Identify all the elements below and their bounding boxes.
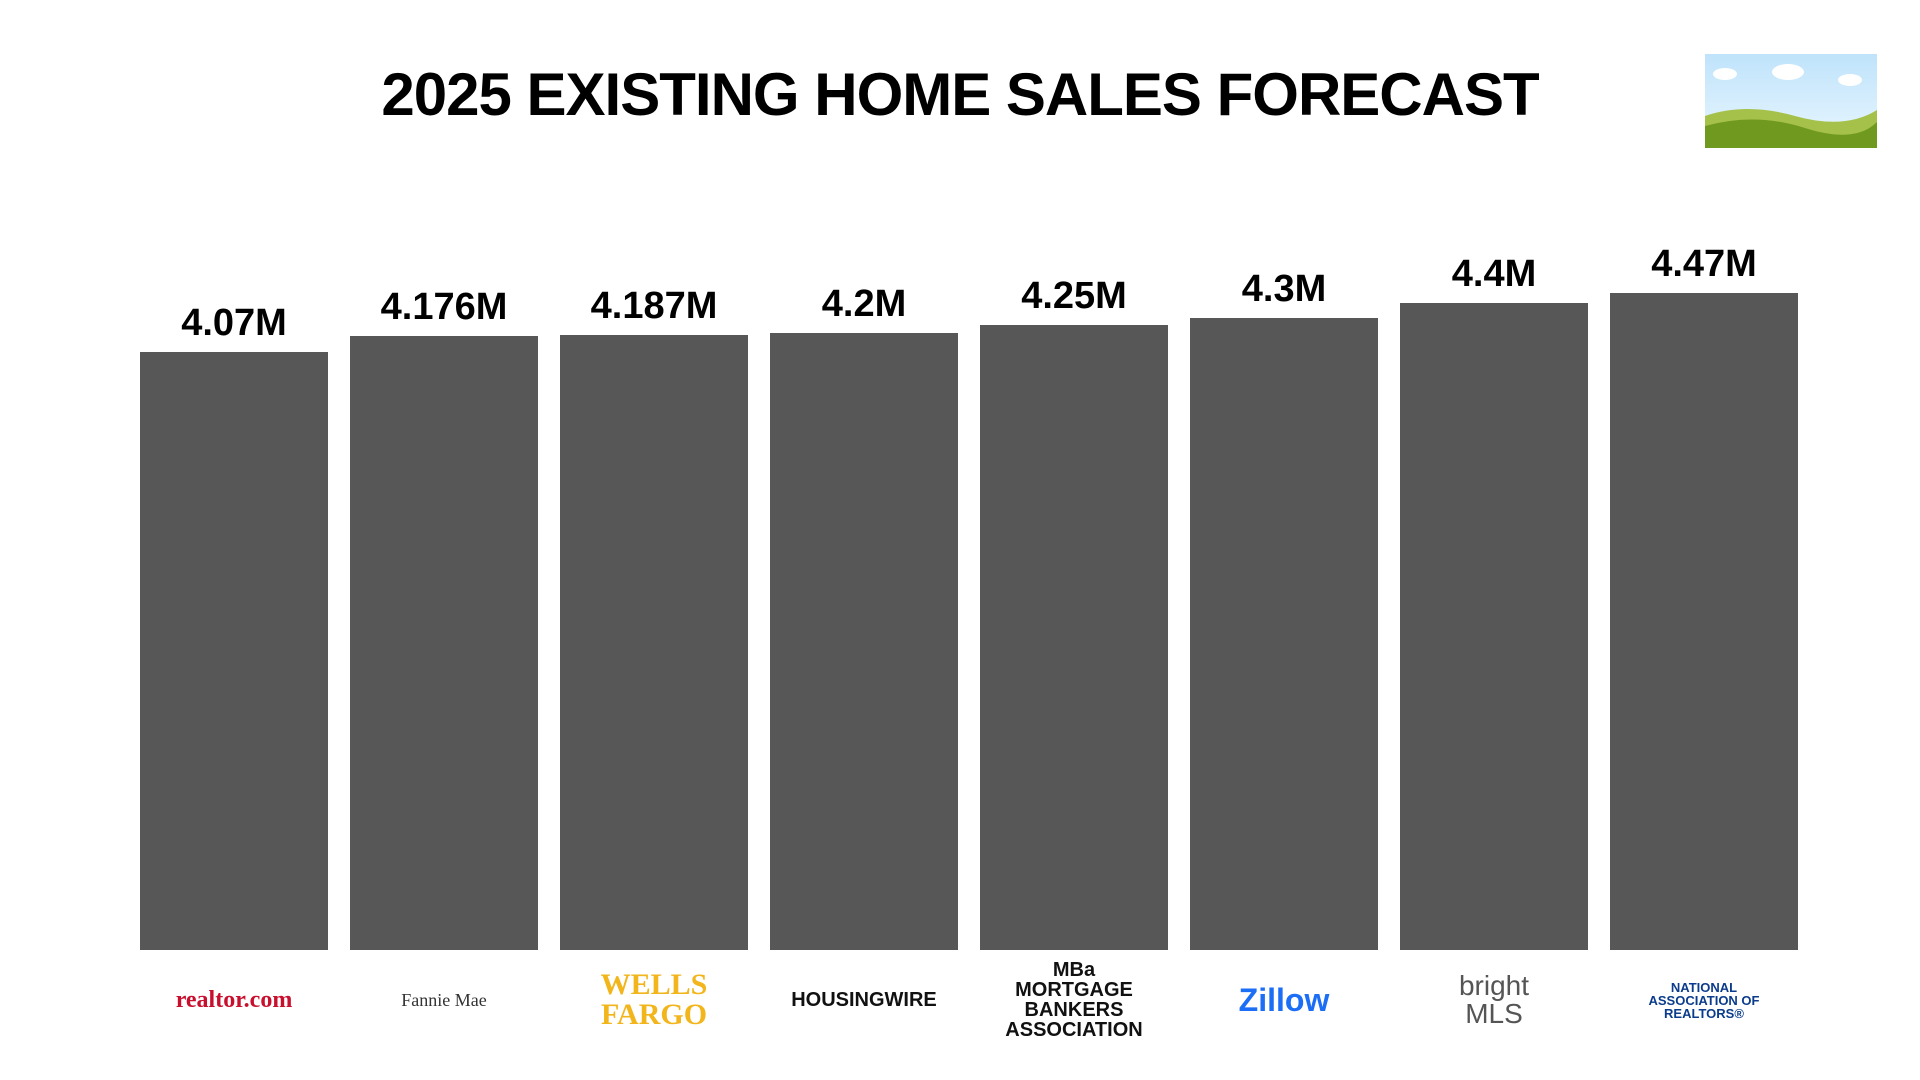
bar xyxy=(140,351,328,950)
bar xyxy=(980,325,1168,950)
category-logo: NATIONAL ASSOCIATION OF REALTORS® xyxy=(1648,979,1760,1021)
landscape-icon xyxy=(1705,54,1877,148)
value-label: 4.25M xyxy=(1021,275,1127,318)
bar xyxy=(1610,293,1798,950)
value-label: 4.176M xyxy=(380,286,508,329)
category-logo: HOUSINGWIRE xyxy=(791,989,937,1011)
category-logo: Fannie Mae xyxy=(401,990,487,1010)
bar xyxy=(1400,303,1588,950)
category-logo: bright MLS xyxy=(1458,970,1530,1029)
category-logo: MBa MORTGAGE BANKERS ASSOCIATION xyxy=(1005,959,1143,1041)
chart-title: 2025 EXISTING HOME SALES FORECAST xyxy=(381,61,1539,128)
bar xyxy=(770,332,958,950)
value-label: 4.2M xyxy=(821,282,907,325)
bar xyxy=(350,336,538,950)
value-label: 4.07M xyxy=(181,301,287,344)
value-label: 4.3M xyxy=(1241,267,1327,310)
category-logo: realtor.com xyxy=(175,987,293,1013)
category-logo: Zillow xyxy=(1238,982,1330,1018)
bar xyxy=(1190,317,1378,950)
value-label: 4.187M xyxy=(590,284,718,327)
value-label: 4.47M xyxy=(1651,243,1757,285)
bar xyxy=(560,334,748,950)
category-logo: WELLS FARGO xyxy=(600,968,708,1031)
value-label: 4.4M xyxy=(1451,253,1537,296)
